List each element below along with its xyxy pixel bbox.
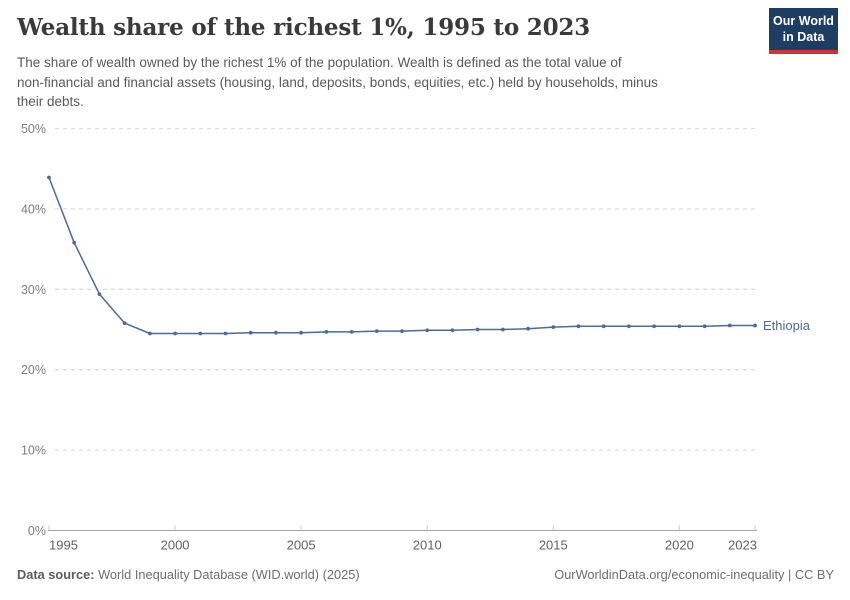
data-point[interactable]: [475, 327, 480, 332]
entity-label[interactable]: Ethiopia: [763, 318, 811, 333]
chart-footer: Data source: World Inequality Database (…: [17, 567, 834, 582]
data-point[interactable]: [324, 330, 329, 334]
subtitle-line: The share of wealth owned by the richest…: [17, 55, 622, 70]
owid-logo-stripe: [769, 50, 838, 55]
data-point[interactable]: [374, 329, 379, 333]
data-point[interactable]: [753, 323, 757, 328]
data-point[interactable]: [274, 330, 278, 335]
y-axis-tick-label: 30%: [21, 283, 46, 297]
data-point[interactable]: [727, 323, 732, 328]
owid-logo-line1: Our World: [773, 14, 834, 28]
x-axis-tick-label: 2020: [665, 538, 694, 553]
data-point[interactable]: [627, 324, 631, 329]
x-axis-tick-label: 2023: [728, 538, 757, 553]
y-axis-tick-label: 10%: [21, 444, 46, 458]
owid-logo-text: Our World in Data: [769, 8, 838, 51]
y-axis-tick-label: 20%: [21, 363, 46, 377]
data-point[interactable]: [526, 326, 530, 331]
x-axis-tick-label: 2005: [287, 538, 316, 553]
y-axis-tick-label: 40%: [21, 202, 46, 216]
data-point[interactable]: [576, 324, 581, 329]
y-axis-tick-label: 0%: [28, 524, 46, 538]
data-point[interactable]: [173, 331, 178, 336]
data-point[interactable]: [450, 328, 455, 333]
x-axis-tick-label: 2010: [413, 538, 442, 553]
owid-logo-line2: in Data: [782, 29, 825, 44]
data-point[interactable]: [248, 330, 253, 335]
owid-logo[interactable]: Our World in Data: [769, 8, 838, 55]
data-point[interactable]: [551, 325, 556, 329]
data-point[interactable]: [122, 321, 127, 325]
data-source-value: World Inequality Database (WID.world) (2…: [94, 567, 360, 582]
data-point[interactable]: [425, 328, 430, 333]
data-point[interactable]: [97, 292, 102, 296]
data-point[interactable]: [601, 324, 606, 329]
data-point[interactable]: [72, 240, 77, 245]
x-axis-tick-label: 1995: [49, 538, 78, 553]
data-point[interactable]: [198, 331, 203, 336]
chart-subtitle: The share of wealth owned by the richest…: [17, 53, 727, 112]
x-axis-tick-label: 2000: [161, 538, 190, 553]
data-point[interactable]: [148, 331, 152, 336]
data-point[interactable]: [349, 330, 354, 334]
data-point[interactable]: [702, 324, 707, 329]
data-point[interactable]: [47, 175, 51, 180]
data-point[interactable]: [400, 329, 404, 333]
data-point[interactable]: [652, 324, 656, 329]
chart-title: Wealth share of the richest 1%, 1995 to …: [17, 14, 591, 41]
y-axis-tick-label: 50%: [21, 122, 46, 136]
attribution-link[interactable]: OurWorldinData.org/economic-inequality |…: [554, 567, 834, 582]
subtitle-line: non-financial and financial assets (hous…: [17, 74, 658, 90]
data-source-note: Data source: World Inequality Database (…: [17, 567, 360, 582]
data-point[interactable]: [677, 324, 682, 329]
x-axis-tick-label: 2015: [539, 538, 568, 553]
series-line[interactable]: [48, 176, 756, 335]
data-point[interactable]: [223, 331, 228, 336]
data-point[interactable]: [299, 330, 303, 335]
data-source-label: Data source:: [17, 567, 95, 582]
subtitle-line: their debts.: [17, 94, 84, 110]
data-point[interactable]: [501, 327, 505, 332]
